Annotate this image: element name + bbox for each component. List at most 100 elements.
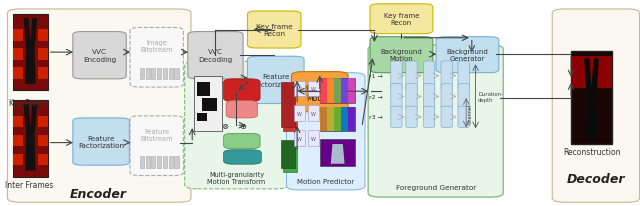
Bar (163, 156, 167, 168)
FancyBboxPatch shape (73, 118, 129, 165)
FancyBboxPatch shape (424, 107, 435, 128)
FancyBboxPatch shape (406, 107, 417, 128)
Text: Inter Frames: Inter Frames (4, 180, 53, 189)
FancyBboxPatch shape (73, 32, 126, 80)
Bar (38, 30, 48, 42)
Bar (334, 78, 341, 103)
Bar (194, 76, 222, 132)
Bar (321, 107, 327, 132)
Bar (38, 154, 48, 165)
Text: Duration-
depth: Duration- depth (478, 91, 503, 102)
FancyBboxPatch shape (223, 80, 260, 102)
Bar (294, 81, 305, 97)
Bar (284, 87, 297, 132)
Bar (13, 154, 23, 165)
Bar (321, 78, 355, 103)
Bar (38, 135, 48, 146)
Bar (38, 49, 48, 60)
Bar (38, 116, 48, 128)
Bar (151, 156, 156, 168)
Text: Image
Bitstream: Image Bitstream (140, 40, 173, 53)
FancyBboxPatch shape (458, 62, 469, 91)
FancyBboxPatch shape (424, 84, 435, 110)
Text: W: W (311, 87, 316, 92)
Text: Key frame
Recon: Key frame Recon (384, 13, 419, 26)
Text: Reconstruction: Reconstruction (563, 148, 621, 157)
Bar (197, 113, 207, 121)
Text: W: W (297, 87, 302, 92)
Text: r2 →: r2 → (369, 94, 383, 99)
Text: Feature
Bitstream: Feature Bitstream (140, 128, 173, 141)
FancyBboxPatch shape (441, 107, 452, 128)
Text: Foreground Generator: Foreground Generator (396, 184, 476, 190)
Text: Background
Motion: Background Motion (381, 49, 422, 62)
Text: Key frame
Recon: Key frame Recon (256, 24, 292, 37)
Text: Encoder: Encoder (70, 188, 127, 200)
Text: Foreground
Motion: Foreground Motion (298, 82, 342, 102)
FancyBboxPatch shape (226, 101, 257, 118)
Bar (321, 139, 355, 166)
Text: Feature
Factorization: Feature Factorization (253, 74, 299, 87)
Bar (341, 107, 348, 132)
FancyBboxPatch shape (287, 73, 365, 190)
Text: Motion Predictor: Motion Predictor (297, 178, 355, 184)
FancyBboxPatch shape (441, 62, 452, 91)
Bar (157, 68, 161, 80)
Text: r1 →: r1 → (369, 74, 383, 79)
Text: r3 →: r3 → (369, 115, 383, 120)
Polygon shape (331, 144, 344, 164)
Text: ⊕: ⊕ (239, 121, 246, 130)
Text: ⊗: ⊗ (221, 121, 228, 130)
Bar (13, 101, 48, 177)
FancyBboxPatch shape (441, 84, 452, 110)
Bar (308, 81, 319, 97)
Bar (145, 156, 150, 168)
Text: Key Frame: Key Frame (9, 98, 49, 108)
Bar (13, 135, 23, 146)
FancyBboxPatch shape (406, 62, 417, 91)
Bar (169, 68, 173, 80)
FancyBboxPatch shape (223, 134, 260, 149)
Polygon shape (24, 19, 37, 85)
Bar (282, 83, 295, 128)
Bar (140, 68, 144, 80)
Bar (294, 106, 305, 121)
FancyBboxPatch shape (223, 150, 261, 164)
Bar (140, 156, 144, 168)
Text: Background
Generator: Background Generator (447, 49, 488, 62)
Bar (571, 52, 612, 144)
FancyBboxPatch shape (391, 107, 402, 128)
FancyBboxPatch shape (391, 84, 402, 110)
FancyBboxPatch shape (370, 5, 433, 34)
Bar (175, 156, 179, 168)
Bar (321, 78, 327, 103)
Bar (327, 78, 334, 103)
FancyBboxPatch shape (368, 46, 503, 197)
Bar (169, 156, 173, 168)
Bar (571, 56, 612, 89)
FancyBboxPatch shape (130, 116, 184, 176)
Bar (13, 116, 23, 128)
Text: Feature
Factorization: Feature Factorization (78, 135, 124, 149)
Bar (13, 15, 48, 91)
Text: Decoder: Decoder (566, 172, 625, 185)
Bar (151, 68, 156, 80)
Bar (348, 107, 355, 132)
FancyBboxPatch shape (291, 72, 348, 112)
FancyBboxPatch shape (424, 62, 435, 91)
Bar (157, 156, 161, 168)
Bar (294, 130, 305, 146)
FancyBboxPatch shape (370, 37, 433, 73)
Text: W: W (297, 112, 302, 117)
Bar (202, 99, 218, 111)
FancyBboxPatch shape (188, 32, 243, 80)
Text: W: W (297, 136, 302, 141)
Polygon shape (584, 59, 599, 139)
Text: Channel: Channel (467, 103, 472, 123)
Bar (163, 68, 167, 80)
Text: Multi-granularity
Motion Transform: Multi-granularity Motion Transform (207, 172, 266, 185)
FancyBboxPatch shape (458, 107, 469, 128)
FancyBboxPatch shape (185, 62, 289, 189)
Bar (284, 144, 297, 173)
Bar (38, 68, 48, 79)
